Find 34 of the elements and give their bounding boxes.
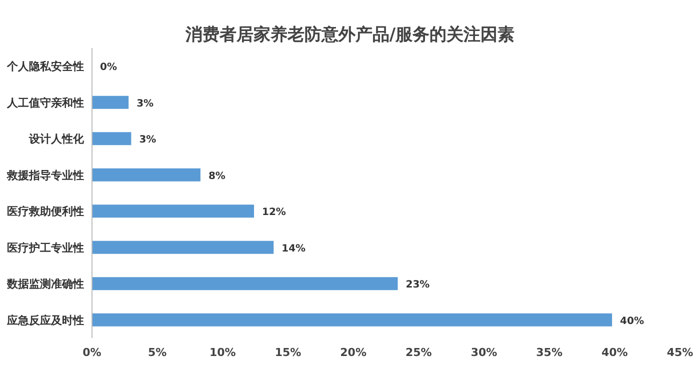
data-label: 8% <box>208 170 226 182</box>
bar <box>92 96 129 109</box>
bar <box>92 168 200 182</box>
y-tick-label: 设计人性化 <box>28 132 85 146</box>
y-tick-label: 医疗护工专业性 <box>7 241 84 254</box>
x-tick-label: 20% <box>340 346 367 359</box>
bar <box>92 313 612 326</box>
data-label: 3% <box>139 134 156 146</box>
data-label: 12% <box>262 207 286 218</box>
x-tick-label: 0% <box>82 346 102 359</box>
y-tick-label: 救援指导专业性 <box>6 168 84 182</box>
x-tick-label: 30% <box>470 346 498 359</box>
data-label: 40% <box>620 316 644 327</box>
data-label: 23% <box>406 280 430 291</box>
bar <box>92 240 274 254</box>
bar <box>92 204 254 218</box>
x-tick-label: 5% <box>148 346 167 359</box>
y-tick-label: 医疗救助便利性 <box>7 205 84 218</box>
x-tick-label: 15% <box>274 346 302 359</box>
data-label: 3% <box>136 98 154 110</box>
y-tick-label: 人工值守亲和性 <box>6 96 84 110</box>
y-tick-label: 应急反应及时性 <box>6 314 84 327</box>
x-tick-label: 25% <box>405 346 432 359</box>
bar <box>92 132 132 146</box>
chart-title: 消费者居家养老防意外产品/服务的关注因素 <box>184 25 515 45</box>
data-label: 14% <box>282 243 306 254</box>
y-tick-label: 个人隐私安全性 <box>6 60 84 74</box>
bar <box>92 277 398 290</box>
x-tick-label: 35% <box>536 346 563 359</box>
x-tick-label: 10% <box>209 346 236 359</box>
data-label: 0% <box>100 62 117 74</box>
y-tick-label: 数据监测准确性 <box>6 278 84 291</box>
x-tick-label: 45% <box>666 346 694 359</box>
x-tick-label: 40% <box>601 346 628 359</box>
